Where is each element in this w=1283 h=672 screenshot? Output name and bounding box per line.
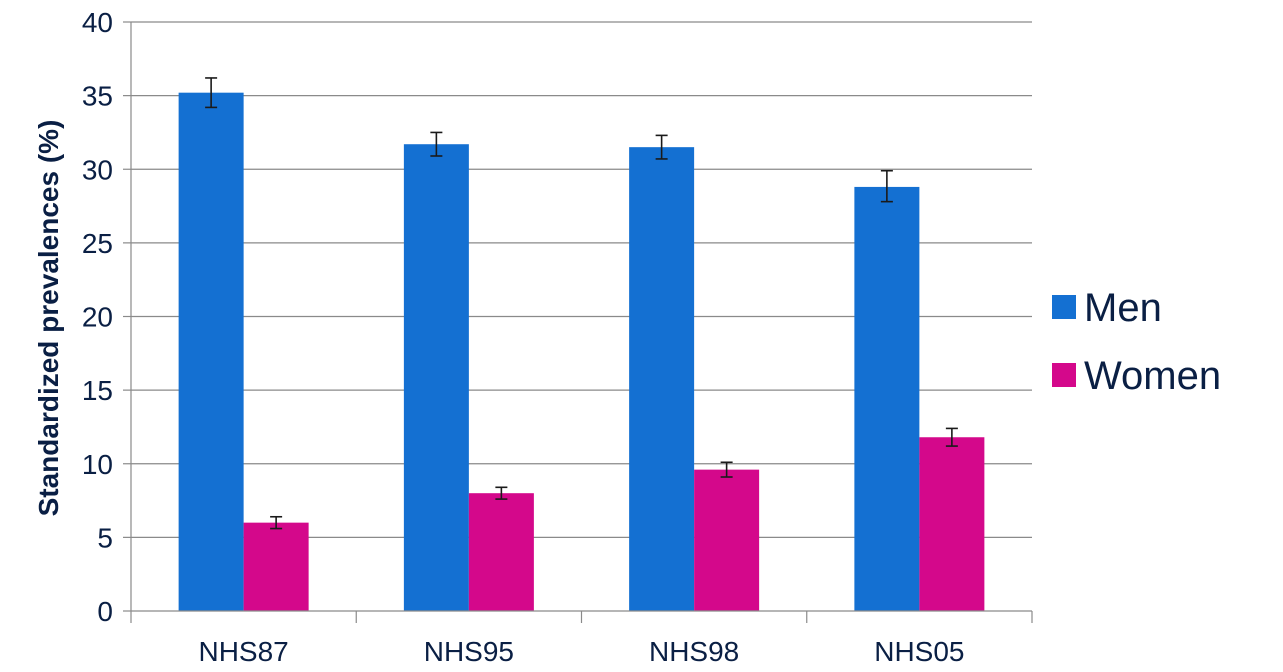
- y-tick-label: 35: [82, 81, 113, 112]
- bar-men-nhs98: [629, 147, 695, 611]
- legend-label-men: Men: [1084, 286, 1162, 330]
- bars: [178, 92, 985, 612]
- bar-women-nhs98: [694, 469, 760, 611]
- x-tick-label: NHS05: [874, 636, 964, 667]
- bar-men-nhs87: [178, 92, 244, 612]
- error-bars: [205, 77, 958, 530]
- y-tick-label: 10: [82, 449, 113, 480]
- y-tick-label: 5: [97, 522, 113, 553]
- bar-men-nhs05: [854, 186, 920, 612]
- y-tick-label: 40: [82, 7, 113, 38]
- axes: [123, 21, 1033, 623]
- bar-men-nhs95: [403, 144, 469, 611]
- bar-women-nhs87: [243, 522, 309, 611]
- y-tick-label: 20: [82, 302, 113, 333]
- gridlines: [131, 21, 1032, 538]
- x-tick-label: NHS98: [649, 636, 739, 667]
- legend-label-women: Women: [1084, 354, 1221, 398]
- legend: Men Women: [1052, 286, 1221, 398]
- legend-swatch-women: [1052, 363, 1076, 387]
- y-axis-title: Standardized prevalences (%): [33, 120, 64, 517]
- bar-women-nhs95: [468, 493, 534, 611]
- y-tick-label: 25: [82, 228, 113, 259]
- y-tick-label: 30: [82, 154, 113, 185]
- legend-swatch-men: [1052, 295, 1076, 319]
- x-tick-label: NHS95: [424, 636, 514, 667]
- bar-women-nhs05: [919, 437, 985, 611]
- y-tick-labels: 0 5 10 15 20 25 30 35 40: [82, 7, 113, 627]
- y-tick-label: 15: [82, 375, 113, 406]
- y-tick-label: 0: [97, 596, 113, 627]
- x-tick-labels: NHS87 NHS95 NHS98 NHS05: [198, 636, 964, 667]
- x-tick-label: NHS87: [198, 636, 288, 667]
